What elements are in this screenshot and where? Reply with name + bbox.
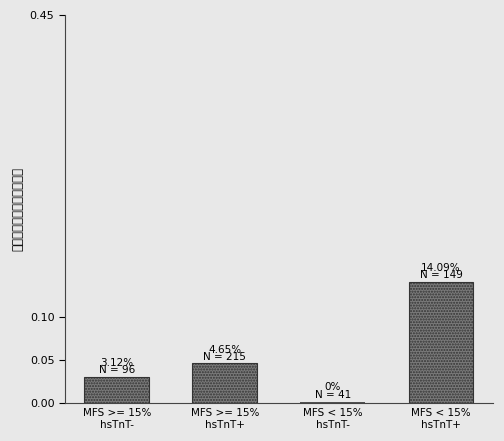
Bar [84, 377, 149, 404]
Text: 0%: 0% [325, 382, 341, 392]
Text: 14.09%: 14.09% [421, 263, 461, 273]
Text: N = 41: N = 41 [315, 390, 351, 400]
Bar [409, 282, 473, 404]
Text: N = 149: N = 149 [419, 270, 463, 280]
Y-axis label: すべての死因の相対発生率: すべての死因の相対発生率 [11, 167, 24, 251]
Text: N = 215: N = 215 [204, 351, 246, 362]
Text: N = 96: N = 96 [99, 365, 135, 375]
Bar [193, 363, 257, 404]
Text: 4.65%: 4.65% [208, 345, 241, 355]
Text: 3.12%: 3.12% [100, 358, 133, 368]
